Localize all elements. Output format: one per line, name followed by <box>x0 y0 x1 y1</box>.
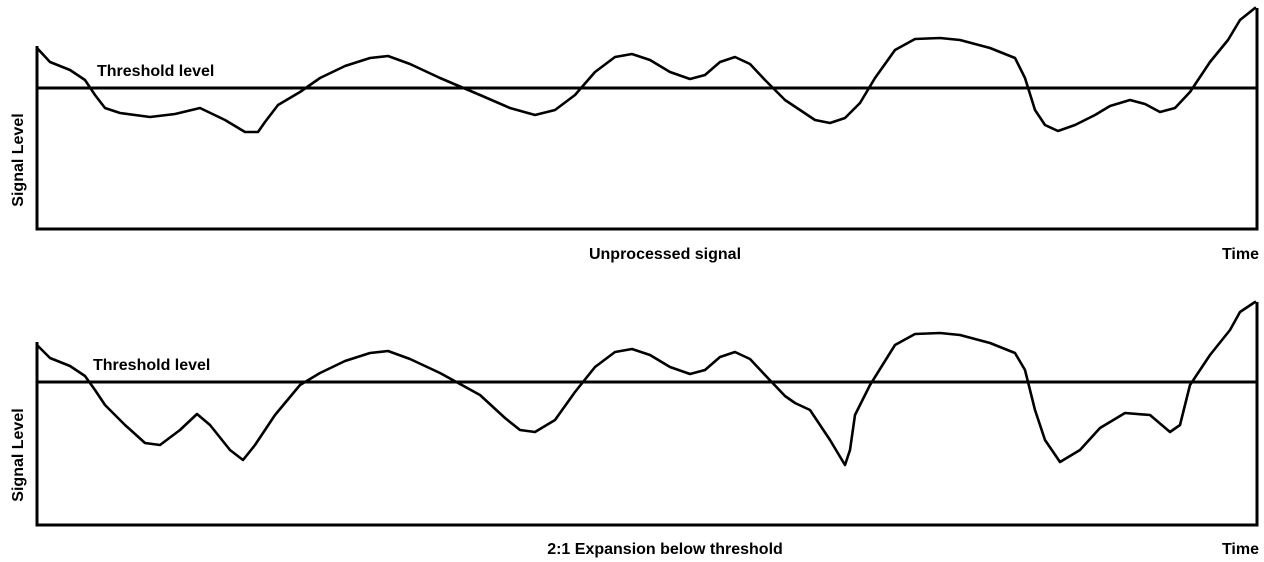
panel-expanded: Threshold level Signal Level 2:1 Expansi… <box>10 300 1259 558</box>
time-label: Time <box>1222 246 1259 263</box>
axes <box>35 302 1259 527</box>
axis-label: Signal Level <box>10 113 27 206</box>
threshold-label: Threshold level <box>97 63 214 80</box>
caption: Unprocessed signal <box>589 246 741 263</box>
signal-wave <box>35 300 1257 467</box>
caption: 2:1 Expansion below threshold <box>547 541 783 558</box>
threshold-label: Threshold level <box>93 357 210 374</box>
panel-unprocessed: Threshold level Signal Level Unprocessed… <box>10 6 1259 263</box>
time-label: Time <box>1222 541 1259 558</box>
signal-wave <box>35 6 1257 134</box>
axis-label: Signal Level <box>10 408 27 501</box>
axes <box>35 8 1259 231</box>
